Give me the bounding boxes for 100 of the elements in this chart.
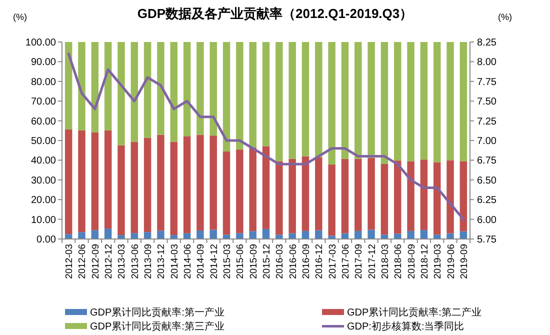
- x-tick-label: 2012-09: [90, 244, 102, 279]
- bar: [64, 129, 72, 234]
- x-tick-label: 2016-03: [274, 244, 286, 279]
- bar: [196, 42, 204, 135]
- bar: [236, 150, 244, 234]
- x-tick-label: 2014-12: [208, 244, 220, 279]
- bar: [91, 42, 99, 132]
- bar: [222, 152, 230, 235]
- y2-axis-title: (%): [498, 12, 512, 22]
- bar: [433, 234, 441, 239]
- bar: [276, 42, 283, 162]
- bar: [183, 233, 191, 239]
- y-tick-label: 90.00: [30, 57, 56, 68]
- bar: [368, 230, 375, 239]
- y2-tick-label: 5.75: [477, 234, 497, 246]
- bar: [276, 161, 283, 235]
- bar: [78, 232, 86, 239]
- bar: [328, 164, 336, 236]
- y2-tick-label: 6.25: [477, 195, 497, 206]
- y2-tick-label: 6.00: [477, 214, 497, 226]
- bar: [118, 42, 125, 146]
- bar: [433, 42, 441, 162]
- legend-label: GDP累计同比贡献率:第二产业: [347, 306, 482, 318]
- y-tick-label: 40.00: [30, 156, 56, 167]
- x-tick-label: 2015-09: [248, 244, 260, 279]
- x-tick-label: 2016-12: [314, 244, 326, 279]
- y2-tick-label: 6.75: [477, 156, 497, 167]
- bar: [302, 156, 310, 231]
- bar: [446, 233, 454, 239]
- y-tick-label: 50.00: [30, 136, 56, 147]
- y-tick-label: 10.00: [30, 214, 56, 226]
- bar: [407, 42, 414, 162]
- bar: [288, 158, 296, 234]
- x-tick-label: 2015-06: [235, 244, 246, 279]
- y2-tick-label: 7.00: [477, 136, 497, 147]
- bar: [420, 160, 428, 230]
- bar: [249, 231, 256, 239]
- x-tick-label: 2018-12: [419, 244, 430, 279]
- x-tick-label: 2017-12: [366, 244, 378, 279]
- x-tick-label: 2018-09: [406, 244, 418, 279]
- x-tick-label: 2017-06: [340, 244, 352, 279]
- bar: [368, 42, 375, 158]
- y2-tick-label: 6.50: [477, 175, 497, 186]
- x-tick-label: 2012-03: [64, 244, 76, 279]
- x-tick-label: 2014-03: [169, 244, 180, 279]
- bar: [170, 142, 178, 236]
- y-tick-label: 70.00: [30, 96, 56, 108]
- y2-tick-label: 7.75: [477, 76, 497, 88]
- bar: [144, 232, 152, 239]
- bar: [104, 42, 112, 130]
- x-tick-label: 2013-03: [116, 244, 128, 279]
- bar: [380, 164, 388, 235]
- bar: [354, 42, 362, 159]
- bar: [91, 132, 99, 230]
- bar: [380, 234, 388, 239]
- bar: [288, 233, 296, 239]
- bar: [78, 42, 86, 130]
- bar: [157, 42, 164, 135]
- x-tick-label: 2017-09: [354, 244, 365, 279]
- bar: [157, 230, 164, 239]
- x-tick-label: 2019-09: [458, 244, 470, 279]
- bar: [315, 42, 322, 158]
- bar: [118, 145, 125, 236]
- bar: [288, 42, 296, 159]
- y2-tick-label: 7.50: [477, 96, 497, 108]
- legend-label: GDP累计同比贡献率:第一产业: [90, 306, 224, 318]
- x-tick-label: 2015-03: [222, 244, 234, 279]
- bar: [433, 162, 441, 235]
- y-tick-label: 80.00: [30, 76, 56, 88]
- bar: [315, 230, 322, 239]
- bar: [354, 230, 362, 239]
- bar: [170, 42, 178, 142]
- bar: [222, 42, 230, 152]
- bar: [210, 136, 217, 230]
- legend-label: GDP:初步核算数:当季同比: [347, 320, 464, 332]
- x-tick-label: 2019-03: [432, 244, 444, 279]
- bar: [249, 42, 256, 148]
- bar: [104, 130, 112, 229]
- bar: [420, 42, 428, 160]
- y2-tick-label: 7.25: [477, 116, 497, 128]
- x-tick-label: 2012-06: [77, 244, 88, 279]
- bar: [354, 158, 362, 231]
- bar: [460, 161, 468, 232]
- bar: [341, 42, 349, 159]
- bar: [276, 234, 283, 239]
- y-tick-label: 60.00: [30, 116, 56, 128]
- bar: [328, 236, 336, 239]
- bar: [78, 130, 86, 232]
- bar: [446, 160, 454, 234]
- bar: [302, 230, 310, 239]
- bar: [394, 234, 402, 239]
- bar: [118, 235, 125, 239]
- x-tick-label: 2012-12: [104, 244, 115, 279]
- x-tick-label: 2016-09: [300, 244, 312, 279]
- bar: [380, 42, 388, 164]
- bar: [104, 228, 112, 239]
- bar: [157, 134, 164, 231]
- legend-label: GDP累计同比贡献率:第三产业: [90, 320, 224, 332]
- bar: [315, 157, 322, 230]
- y-tick-label: 100.00: [25, 38, 56, 48]
